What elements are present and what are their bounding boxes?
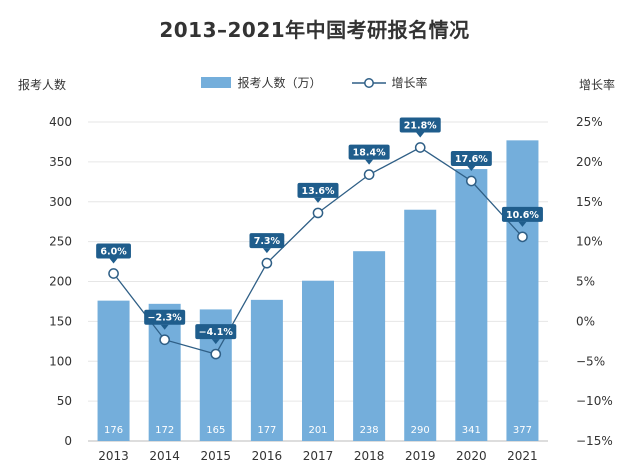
left-tick-label: 250	[49, 235, 72, 249]
growth-rate-point[interactable]	[517, 231, 528, 243]
x-tick-label: 2019	[405, 449, 436, 463]
left-tick-label: 200	[49, 275, 72, 289]
bar-value-label: 177	[257, 425, 276, 436]
left-tick-label: 400	[49, 115, 72, 129]
right-tick-label: −15%	[576, 434, 613, 448]
bar[interactable]	[506, 140, 539, 441]
left-tick-label: 0	[64, 434, 72, 448]
legend-item-line[interactable]: 增长率	[351, 74, 428, 91]
bar[interactable]	[97, 300, 130, 441]
x-tick-label: 2015	[201, 449, 232, 463]
right-tick-label: 15%	[576, 195, 603, 209]
left-tick-label: 150	[49, 314, 72, 328]
left-tick-label: 50	[57, 394, 72, 408]
growth-label-pointer	[365, 159, 374, 165]
bar-value-label: 238	[360, 425, 379, 436]
legend: 报考人数（万） 增长率	[0, 74, 629, 91]
bar-value-label: 201	[308, 425, 327, 436]
growth-label-box	[501, 206, 543, 222]
growth-label-box	[195, 324, 237, 340]
bar[interactable]	[302, 280, 334, 441]
right-tick-label: −5%	[576, 354, 605, 368]
growth-rate-label: 13.6%	[302, 186, 335, 197]
growth-rate-label: −2.3%	[148, 313, 183, 324]
x-tick-label: 2013	[98, 449, 129, 463]
bar[interactable]	[404, 209, 437, 441]
bar[interactable]	[455, 169, 488, 442]
legend-item-bar[interactable]: 报考人数（万）	[201, 74, 322, 91]
right-axis-title: 增长率	[578, 78, 615, 92]
left-tick-label: 300	[49, 195, 72, 209]
bar[interactable]	[250, 299, 283, 441]
bar-value-label: 172	[155, 425, 174, 436]
bar-value-label: 165	[206, 425, 225, 436]
growth-label-pointer	[211, 339, 220, 345]
growth-rate-label: 17.6%	[455, 154, 488, 165]
growth-rate-point[interactable]	[159, 334, 171, 346]
growth-label-pointer	[518, 221, 527, 227]
growth-label-box	[399, 117, 441, 133]
growth-rate-label: 7.3%	[254, 236, 281, 247]
right-tick-label: 10%	[576, 235, 603, 249]
growth-label-pointer	[262, 248, 271, 254]
right-tick-label: 0%	[576, 314, 595, 328]
legend-line-swatch	[351, 77, 386, 88]
legend-line-label: 增长率	[391, 76, 428, 90]
left-axis-title: 报考人数	[18, 78, 67, 92]
x-tick-label: 2014	[149, 449, 180, 463]
right-tick-label: 5%	[576, 275, 595, 289]
growth-rate-point[interactable]	[465, 175, 477, 187]
growth-rate-point[interactable]	[108, 268, 119, 279]
x-tick-label: 2016	[252, 449, 283, 463]
growth-rate-point[interactable]	[363, 169, 375, 180]
legend-bar-label: 报考人数（万）	[237, 76, 322, 90]
growth-rate-label: 18.4%	[353, 148, 386, 159]
bar[interactable]	[353, 251, 386, 441]
growth-label-box	[249, 233, 285, 249]
growth-label-pointer	[160, 324, 169, 330]
growth-rate-point[interactable]	[210, 348, 222, 360]
growth-label-pointer	[109, 258, 118, 264]
bar-value-label: 290	[411, 425, 430, 436]
bar-value-label: 341	[462, 425, 481, 436]
right-tick-label: −10%	[576, 394, 613, 408]
right-tick-label: 25%	[576, 115, 603, 129]
x-tick-label: 2018	[354, 449, 385, 463]
growth-label-pointer	[467, 166, 476, 172]
right-tick-label: 20%	[576, 155, 603, 169]
growth-rate-label: −4.1%	[199, 327, 234, 338]
growth-label-box	[96, 243, 131, 259]
growth-label-box	[144, 309, 186, 325]
x-tick-label: 2017	[303, 449, 334, 463]
x-tick-label: 2021	[507, 449, 538, 463]
growth-label-box	[297, 182, 339, 198]
growth-rate-label: 10.6%	[506, 210, 539, 221]
x-tick-label: 2020	[456, 449, 487, 463]
growth-rate-point[interactable]	[414, 142, 426, 153]
left-tick-label: 350	[49, 155, 72, 169]
legend-bar-swatch	[201, 77, 232, 88]
bar-value-label: 176	[104, 425, 123, 436]
growth-label-box	[450, 151, 492, 167]
growth-rate-label: 6.0%	[100, 247, 127, 258]
growth-rate-label: 21.8%	[404, 121, 437, 132]
growth-label-pointer	[314, 197, 322, 203]
growth-label-pointer	[416, 132, 425, 138]
chart-title: 2013–2021年中国考研报名情况	[159, 18, 470, 42]
growth-label-box	[348, 144, 390, 160]
left-tick-label: 100	[49, 354, 72, 368]
growth-rate-point[interactable]	[261, 257, 273, 269]
growth-rate-point[interactable]	[312, 207, 324, 219]
bar-value-label: 377	[513, 425, 532, 436]
